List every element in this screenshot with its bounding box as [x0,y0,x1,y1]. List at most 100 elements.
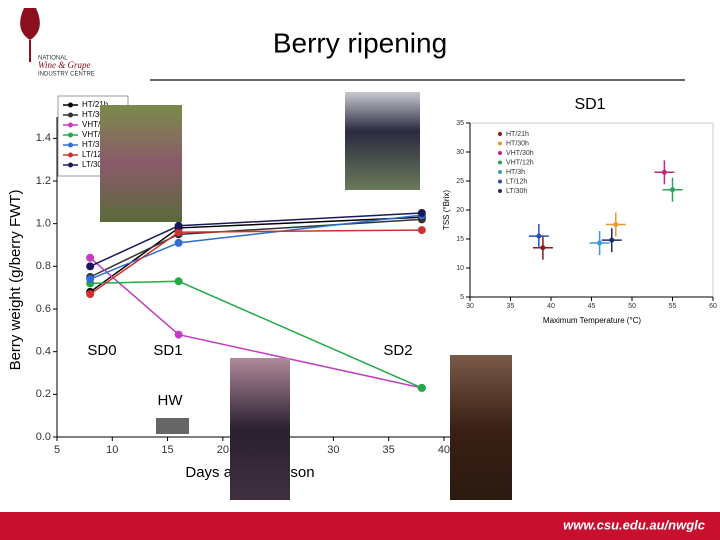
series-line [89,218,422,278]
data-point [609,237,615,243]
x-tick-label: 40 [547,303,555,310]
inset-background [440,112,718,324]
stage-label: SD1 [153,342,182,359]
stage-label: SD0 [87,342,116,359]
y-axis-label: Berry weight (g/berry FWT) [7,190,24,371]
legend-label: VHT/30h [82,120,114,129]
series-line [89,216,422,293]
legend-marker [498,160,502,165]
legend-label: HT/21h [506,131,529,138]
y-tick-label: 30 [456,149,464,156]
x-tick-label: 40 [438,444,450,456]
y-tick-label: 0.4 [36,346,51,358]
x-tick-label: 30 [466,303,474,310]
x-tick-label: 45 [588,303,596,310]
logo-text: NATIONAL [38,56,68,62]
data-point [86,253,95,262]
data-point [417,209,426,217]
y-tick-label: 1.4 [36,132,51,144]
legend-label: VHT/12h [506,159,534,166]
legend-label: LT/30h [82,160,106,169]
data-point [540,245,546,251]
data-point [613,222,619,227]
legend-label: LT/12h [82,150,106,159]
data-point [86,275,95,284]
footer-bar [0,512,720,540]
logo-text: INDUSTRY CENTRE [38,72,95,78]
stage-label: HW [158,392,184,409]
legend-label: VHT/30h [506,150,534,157]
legend-marker [68,162,73,168]
y-tick-label: 0.8 [36,260,51,272]
legend-marker [68,102,73,108]
data-point [174,330,183,339]
y-tick-label: 0.2 [36,388,51,400]
x-tick-label: 55 [669,303,677,310]
data-point [670,187,675,193]
data-point [86,262,95,271]
legend-marker [68,112,73,118]
logo-glass [20,8,40,40]
data-point [86,290,95,299]
y-tick-label: 10 [456,265,464,272]
legend-label: HT/21h [82,100,108,109]
legend-marker [498,189,502,193]
legend-marker [498,141,502,146]
legend-label: LT/30h [506,188,527,195]
data-point [417,226,426,235]
legend-marker [498,170,502,174]
legend-marker [68,132,73,138]
y-tick-label: 35 [456,120,464,127]
x-axis-label: Maximum Temperature (°C) [543,316,642,325]
data-point [174,228,183,237]
legend-marker [68,142,73,148]
series-line [89,229,422,295]
legend-marker [68,122,73,128]
data-point [417,383,426,392]
x-tick-label: 15 [161,444,173,456]
x-tick-label: 35 [383,444,395,456]
y-tick-label: 20 [456,207,464,214]
y-tick-label: 1.2 [36,175,51,187]
y-tick-label: 25 [456,178,464,185]
hw-marker [156,418,189,434]
legend-marker [68,152,73,158]
legend-label: HT/30h [506,140,529,147]
y-tick-label: 0.6 [36,303,51,315]
legend-label: HT/30h [82,110,108,119]
x-tick-label: 5 [54,444,60,456]
legend-marker [498,151,502,155]
legend-marker [498,179,502,184]
logo: NATIONAL Wine & Grape INDUSTRY CENTRE [20,8,95,78]
legend-label: HT/3h [82,140,104,149]
stage-label: SD2 [383,342,412,359]
data-point [597,240,603,246]
y-axis-label: TSS (°Brix) [442,190,451,230]
y-tick-label: 0.0 [36,431,51,443]
x-tick-label: 50 [628,303,636,310]
legend-label: LT/12h [506,178,527,185]
data-point [174,221,183,230]
photo [345,92,420,190]
y-tick-label: 1.0 [36,218,51,230]
x-tick-label: 60 [709,303,717,310]
y-tick-label: 5 [460,294,464,301]
x-tick-label: 30 [327,444,339,456]
x-tick-label: 10 [106,444,118,456]
x-tick-label: 20 [217,444,229,456]
slide-title: Berry ripening [273,27,447,58]
logo-text: Wine & Grape [38,60,91,70]
photo [100,105,182,222]
photo [230,358,290,500]
data-point [661,169,667,175]
legend-marker [498,132,502,136]
footer-url: www.csu.edu.au/nwglc [563,517,706,532]
legend-label: HT/3h [506,169,525,176]
corner-label: SD1 [574,96,605,113]
data-point [536,233,542,239]
data-point [174,238,183,247]
legend-label: VHT/12h [82,130,114,139]
data-point [174,277,183,286]
x-tick-label: 35 [507,303,515,310]
